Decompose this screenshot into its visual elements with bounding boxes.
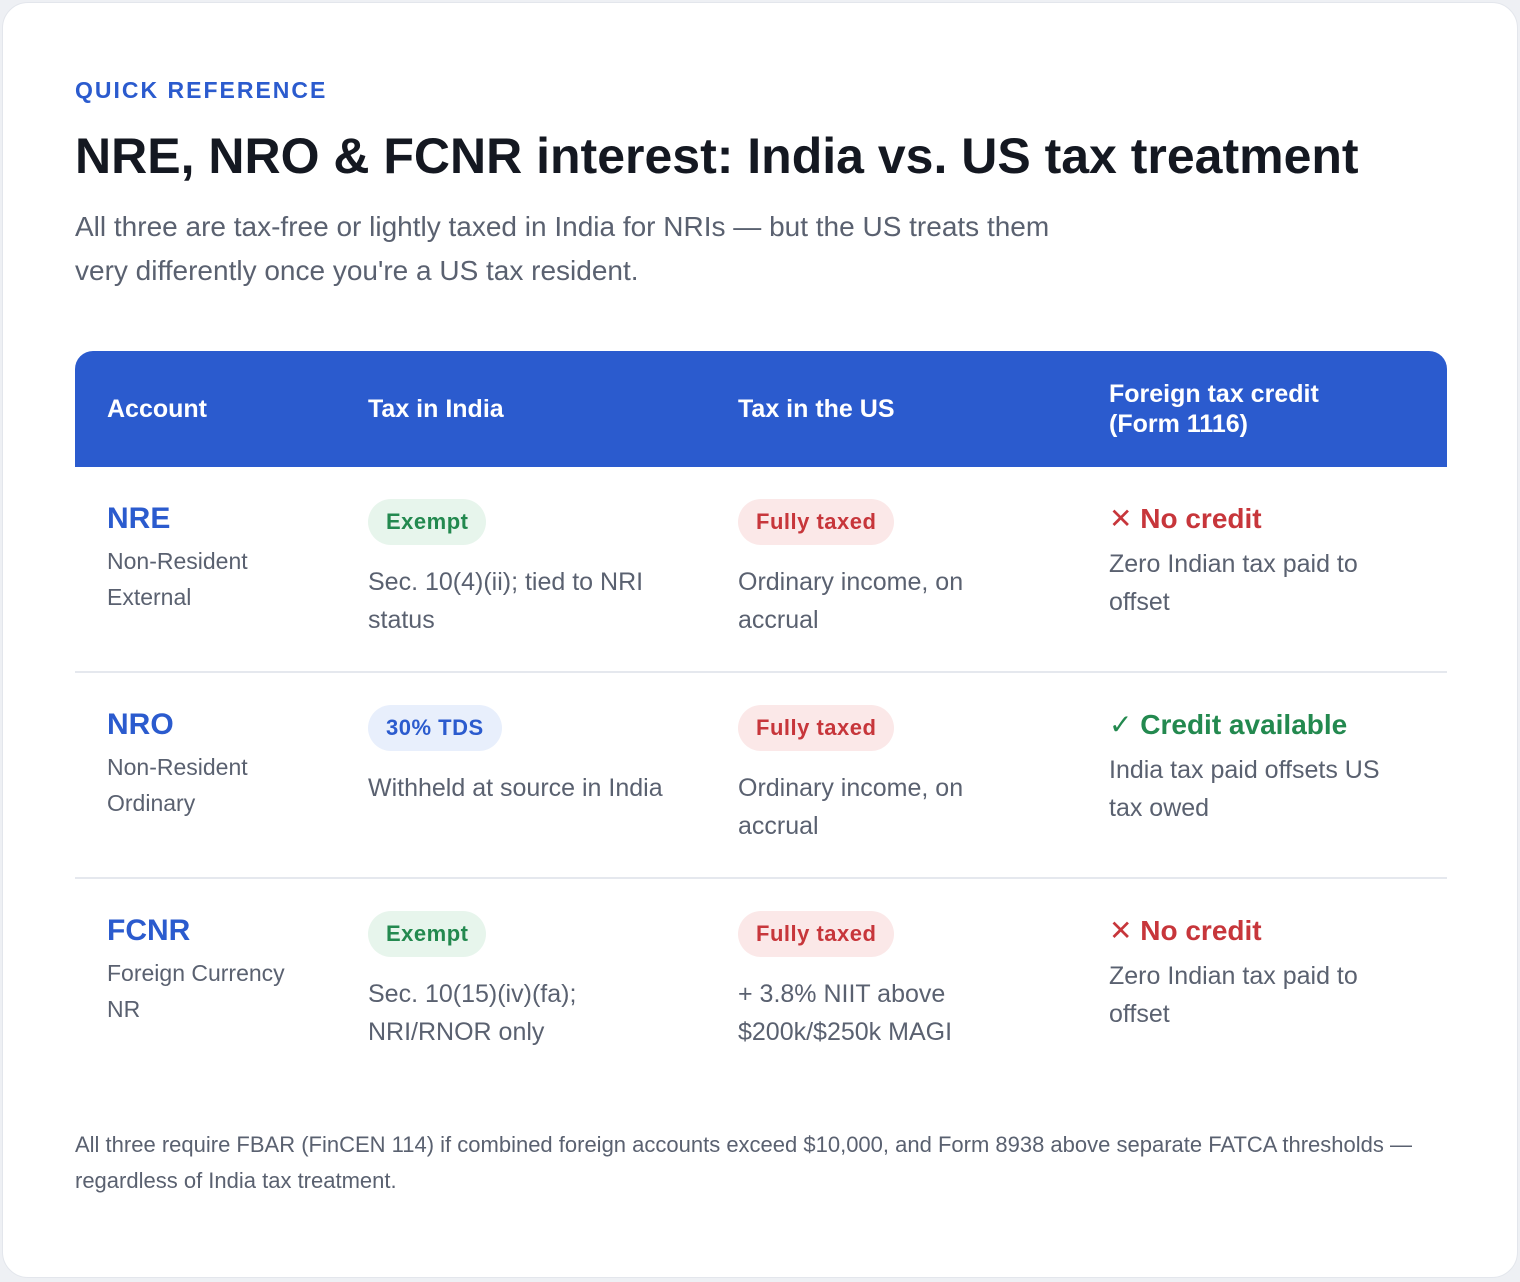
credit-status: ✓ Credit available (1109, 705, 1409, 745)
header-account: Account (107, 395, 207, 423)
header-foreign-tax-credit: Foreign tax credit (Form 1116) (1109, 351, 1319, 467)
header-credit-line2: (Form 1116) (1109, 410, 1248, 438)
account-cell: NRO Non-Resident Ordinary (107, 705, 307, 821)
india-status-badge: Exempt (368, 499, 487, 545)
account-cell: NRE Non-Resident External (107, 499, 307, 615)
account-name: Non-Resident Ordinary (107, 754, 248, 816)
credit-note: Zero Indian tax paid to offset (1109, 550, 1358, 616)
check-icon: ✓ (1109, 709, 1133, 740)
credit-label: No credit (1140, 915, 1262, 946)
page-title: NRE, NRO & FCNR interest: India vs. US t… (75, 128, 1359, 184)
account-code: NRO (107, 708, 174, 741)
us-cell: Fully taxed Ordinary income, on accrual (738, 705, 1038, 845)
india-status-badge: 30% TDS (368, 705, 502, 751)
credit-cell: ✕ No credit Zero Indian tax paid to offs… (1109, 499, 1409, 621)
us-status-badge: Fully taxed (738, 705, 895, 751)
india-cell: Exempt Sec. 10(4)(ii); tied to NRI statu… (368, 499, 678, 639)
credit-status: ✕ No credit (1109, 499, 1409, 539)
credit-status: ✕ No credit (1109, 911, 1409, 951)
footer-note: All three require FBAR (FinCEN 114) if c… (75, 1132, 1412, 1193)
credit-note: Zero Indian tax paid to offset (1109, 962, 1358, 1028)
credit-cell: ✓ Credit available India tax paid offset… (1109, 705, 1409, 827)
india-note: Withheld at source in India (368, 774, 663, 802)
account-code: NRE (107, 502, 171, 535)
us-note: Ordinary income, on accrual (738, 774, 964, 840)
us-status-badge: Fully taxed (738, 911, 895, 957)
credit-label: Credit available (1140, 709, 1348, 740)
us-cell: Fully taxed Ordinary income, on accrual (738, 499, 1038, 639)
cross-icon: ✕ (1109, 503, 1133, 534)
eyebrow-label: QUICK REFERENCE (75, 77, 328, 103)
account-code: FCNR (107, 914, 191, 947)
us-status-badge: Fully taxed (738, 499, 895, 545)
india-note: Sec. 10(4)(ii); tied to NRI status (368, 568, 644, 634)
account-cell: FCNR Foreign Currency NR (107, 911, 307, 1027)
header-credit-line1: Foreign tax credit (1109, 380, 1319, 408)
tax-comparison-table: Account Tax in India Tax in the US Forei… (75, 351, 1447, 1085)
header-tax-us: Tax in the US (738, 395, 895, 423)
india-cell: 30% TDS Withheld at source in India (368, 705, 678, 807)
table-header: Account Tax in India Tax in the US Forei… (75, 351, 1447, 467)
page-subtitle: All three are tax-free or lightly taxed … (75, 211, 1050, 286)
header-tax-india: Tax in India (368, 395, 504, 423)
account-name: Foreign Currency NR (107, 960, 285, 1022)
india-cell: Exempt Sec. 10(15)(iv)(fa); NRI/RNOR onl… (368, 911, 678, 1051)
credit-note: India tax paid offsets US tax owed (1109, 756, 1380, 822)
us-note: Ordinary income, on accrual (738, 568, 964, 634)
us-note: + 3.8% NIIT above $200k/$250k MAGI (738, 980, 953, 1046)
india-note: Sec. 10(15)(iv)(fa); NRI/RNOR only (368, 980, 577, 1046)
us-cell: Fully taxed + 3.8% NIIT above $200k/$250… (738, 911, 1038, 1051)
table-row-nro: NRO Non-Resident Ordinary 30% TDS Withhe… (75, 673, 1447, 879)
credit-cell: ✕ No credit Zero Indian tax paid to offs… (1109, 911, 1409, 1033)
account-name: Non-Resident External (107, 548, 248, 610)
table-row-nre: NRE Non-Resident External Exempt Sec. 10… (75, 467, 1447, 673)
table-row-fcnr: FCNR Foreign Currency NR Exempt Sec. 10(… (75, 879, 1447, 1085)
credit-label: No credit (1140, 503, 1262, 534)
india-status-badge: Exempt (368, 911, 487, 957)
cross-icon: ✕ (1109, 915, 1133, 946)
